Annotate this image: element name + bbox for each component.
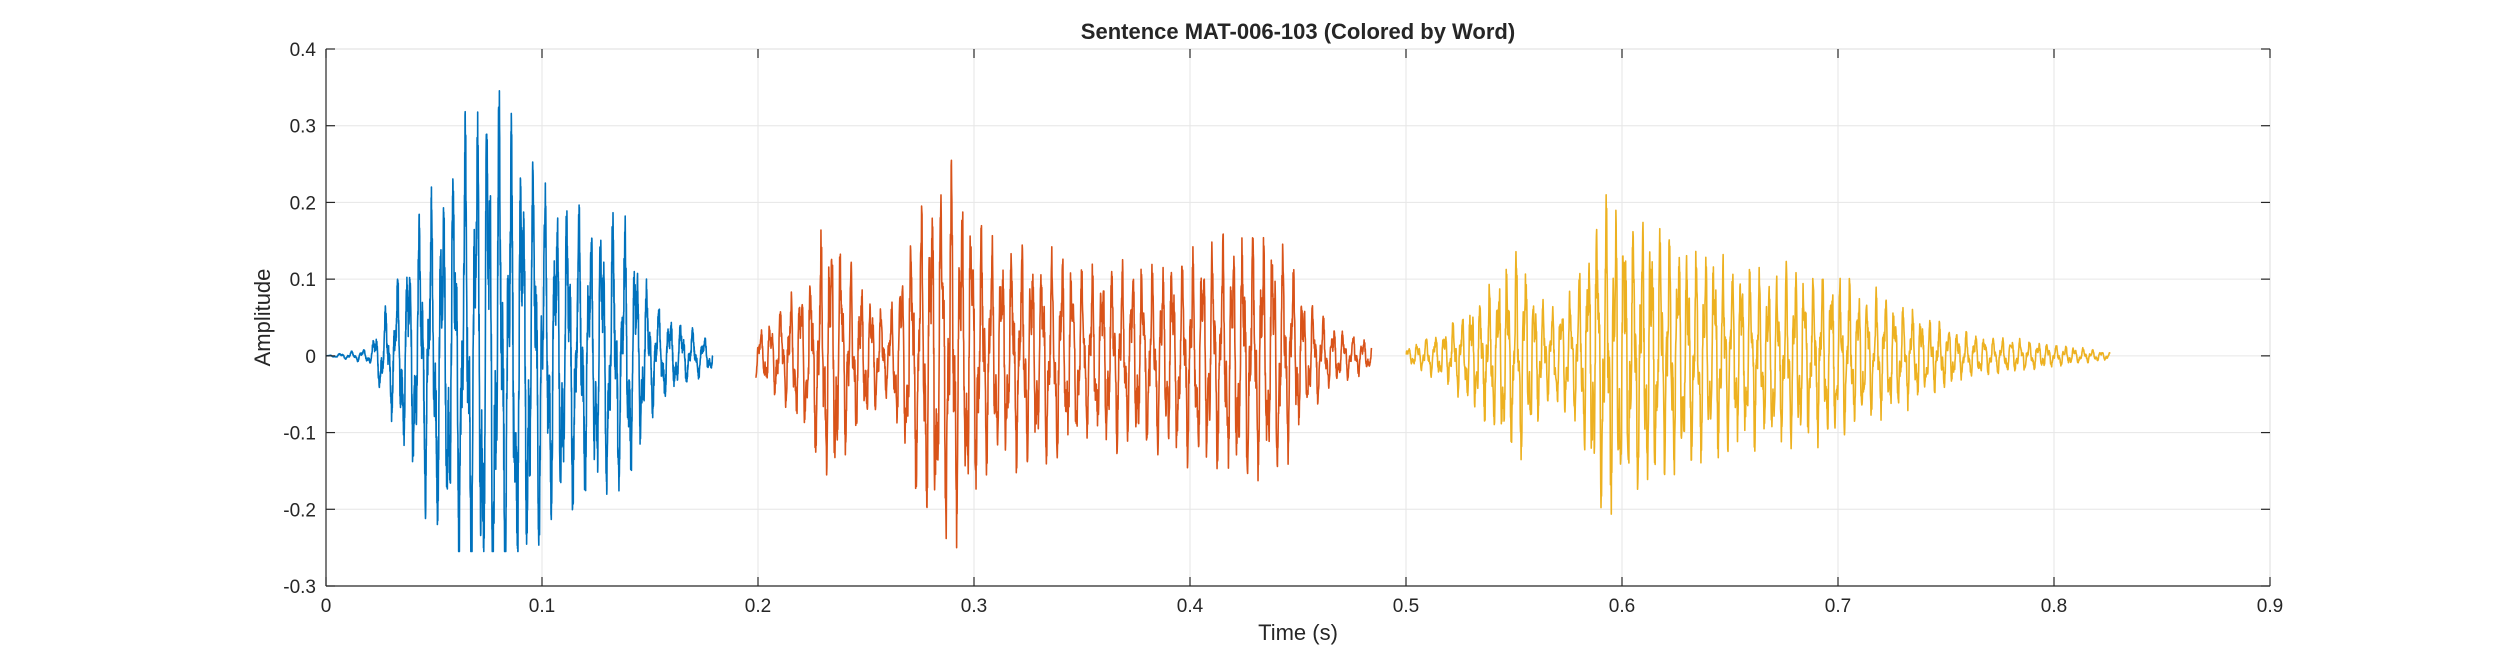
waveform-series [325,89,2111,553]
x-tick-label: 0.7 [1825,596,1851,617]
y-ticks: -0.3 -0.2 -0.1 0 0.1 0.2 0.3 0.4 [283,40,2270,598]
y-tick-label: 0.4 [290,40,317,61]
x-tick-label: 0.5 [1393,596,1419,617]
x-tick-label: 0.2 [745,596,771,617]
y-tick-label: 0.3 [290,117,316,138]
y-tick-label: -0.2 [283,500,316,521]
x-tick-label: 0.8 [2041,596,2067,617]
chart-title: Sentence MAT-006-103 (Colored by Word) [1081,19,1515,44]
y-tick-label: 0 [305,347,316,368]
y-tick-label: 0.1 [290,270,316,291]
x-tick-label: 0.9 [2257,596,2283,617]
x-tick-label: 0.6 [1609,596,1635,617]
y-tick-label: -0.3 [283,577,316,598]
x-tick-label: 0.3 [961,596,987,617]
x-ticks: 0 0.1 0.2 0.3 0.4 0.5 0.6 0.7 0.8 0.9 [321,49,2283,617]
x-tick-label: 0 [321,596,332,617]
y-tick-label: 0.2 [290,193,316,214]
y-axis-label: Amplitude [250,269,275,367]
x-tick-label: 0.4 [1177,596,1204,617]
x-axis-label: Time (s) [1258,620,1338,645]
axes [325,49,2270,587]
waveform-series-1 [325,89,714,553]
x-tick-label: 0.1 [529,596,555,617]
waveform-series-2 [755,159,1373,549]
y-tick-label: -0.1 [283,424,316,445]
waveform-series-3 [1405,193,2111,515]
